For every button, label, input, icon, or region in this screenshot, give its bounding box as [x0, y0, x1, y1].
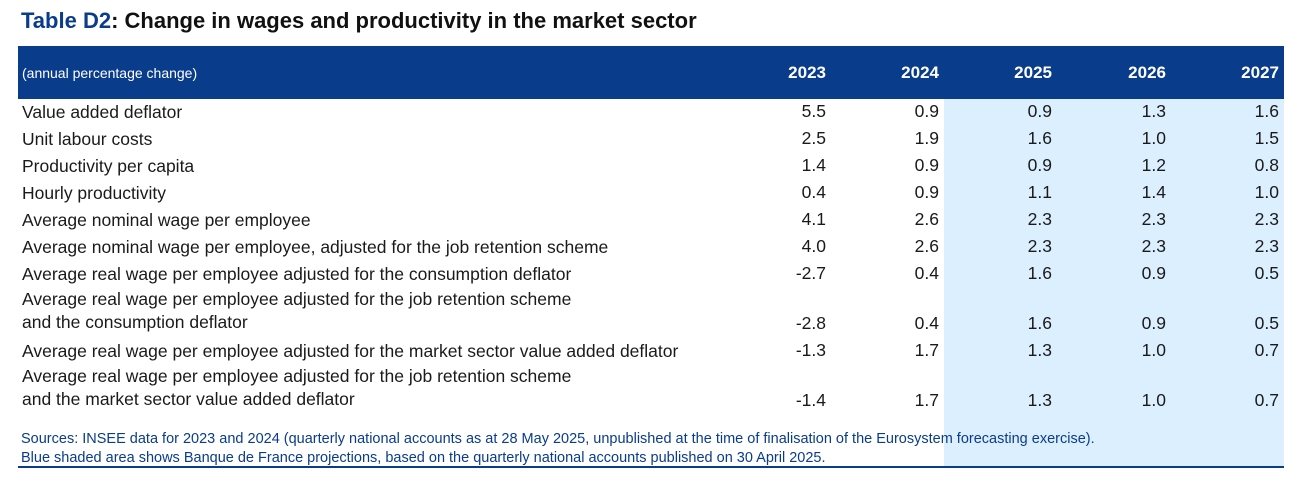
row-label-line: Average real wage per employee adjusted … [22, 289, 572, 309]
value-cell-2027: 0.7 [1254, 390, 1279, 410]
value-cell-2024: 2.6 [914, 209, 939, 229]
row-label-line: Average nominal wage per employee [22, 210, 311, 230]
value-cell-2027: 1.6 [1254, 101, 1279, 121]
row-label: Value added deflator [22, 101, 182, 124]
value-cell-2023: -2.8 [795, 313, 826, 333]
value-cell-2025: 1.6 [1027, 313, 1052, 333]
row-label-line: Average real wage per employee adjusted … [22, 264, 572, 284]
row-label-line: Productivity per capita [22, 156, 195, 176]
table-row: Average nominal wage per employee, adjus… [18, 234, 1284, 261]
value-cell-2024: 1.7 [914, 390, 939, 410]
sources-note: Sources: INSEE data for 2023 and 2024 (q… [21, 430, 1095, 468]
value-cell-2026: 2.3 [1141, 236, 1166, 256]
value-cell-2025: 2.3 [1027, 209, 1052, 229]
table-code: Table D2 [21, 8, 112, 33]
value-cell-2024: 2.6 [914, 236, 939, 256]
year-header-3: 2026 [1128, 63, 1166, 82]
value-cell-2026: 1.2 [1141, 155, 1166, 175]
unit-label: (annual percentage change) [22, 65, 198, 81]
row-label-line: and the consumption deflator [22, 312, 248, 332]
row-label-line: and the market sector value added deflat… [22, 389, 355, 409]
value-cell-2023: 1.4 [801, 155, 826, 175]
table-row: Average real wage per employee adjusted … [18, 338, 1284, 365]
row-label-line: Average real wage per employee adjusted … [22, 366, 572, 386]
value-cell-2027: 1.0 [1254, 182, 1279, 202]
value-cell-2023: 4.1 [801, 209, 826, 229]
table-bottom-rule [18, 466, 1284, 468]
year-header-4: 2027 [1241, 63, 1279, 82]
value-cell-2024: 0.9 [914, 182, 939, 202]
sources-line-2: Blue shaded area shows Banque de France … [21, 450, 826, 466]
value-cell-2027: 0.5 [1254, 263, 1279, 283]
row-label-line: Average nominal wage per employee, adjus… [22, 237, 609, 257]
value-cell-2024: 0.4 [914, 263, 939, 283]
table-title: Table D2: Change in wages and productivi… [21, 8, 697, 34]
value-cell-2024: 0.4 [914, 313, 939, 333]
value-cell-2026: 1.0 [1141, 390, 1166, 410]
value-cell-2023: -2.7 [795, 263, 826, 283]
value-cell-2024: 0.9 [914, 101, 939, 121]
row-label: Unit labour costs [22, 128, 152, 151]
row-label-line: Average real wage per employee adjusted … [22, 341, 679, 361]
row-label-line: Unit labour costs [22, 129, 153, 149]
value-cell-2023: 5.5 [801, 101, 826, 121]
projection-shaded-area [944, 99, 1284, 466]
table-row: Value added deflator 5.5 0.9 0.9 1.3 1.6 [18, 99, 1284, 126]
row-label: Average nominal wage per employee [22, 209, 311, 232]
value-cell-2027: 0.8 [1254, 155, 1279, 175]
value-cell-2025: 1.3 [1027, 340, 1052, 360]
table-row: Average real wage per employee adjusted … [18, 365, 1284, 415]
year-header-0: 2023 [788, 63, 826, 82]
value-cell-2027: 0.7 [1254, 340, 1279, 360]
value-cell-2026: 0.9 [1141, 313, 1166, 333]
table-row: Average real wage per employee adjusted … [18, 288, 1284, 338]
value-cell-2025: 1.6 [1027, 263, 1052, 283]
value-cell-2024: 1.9 [914, 128, 939, 148]
value-cell-2023: -1.4 [795, 390, 826, 410]
row-label: Average nominal wage per employee, adjus… [22, 236, 608, 259]
value-cell-2025: 0.9 [1027, 155, 1052, 175]
value-cell-2025: 1.1 [1027, 182, 1052, 202]
value-cell-2026: 1.0 [1141, 340, 1166, 360]
data-table: (annual percentage change) 2023 2024 2025 2… [18, 46, 1284, 468]
value-cell-2026: 1.0 [1141, 128, 1166, 148]
value-cell-2026: 1.3 [1141, 101, 1166, 121]
row-label-line: Value added deflator [22, 102, 183, 122]
value-cell-2026: 1.4 [1141, 182, 1166, 202]
row-label: Average real wage per employee adjusted … [22, 288, 571, 334]
table-header: (annual percentage change) 2023 2024 2025 2… [18, 46, 1284, 99]
table-body: Value added deflator 5.5 0.9 0.9 1.3 1.6 Unit … [18, 99, 1284, 415]
value-cell-2027: 2.3 [1254, 209, 1279, 229]
sources-line-1: Sources: INSEE data for 2023 and 2024 (q… [21, 431, 1095, 447]
value-cell-2025: 1.3 [1027, 390, 1052, 410]
value-cell-2027: 1.5 [1254, 128, 1279, 148]
value-cell-2023: 0.4 [801, 182, 826, 202]
value-cell-2024: 0.9 [914, 155, 939, 175]
year-header-2: 2025 [1014, 63, 1052, 82]
table-row: Average nominal wage per employee 4.1 2.6 2… [18, 207, 1284, 234]
row-label: Average real wage per employee adjusted … [22, 263, 571, 286]
value-cell-2025: 1.6 [1027, 128, 1052, 148]
value-cell-2023: -1.3 [795, 340, 826, 360]
row-label: Average real wage per employee adjusted … [22, 340, 678, 363]
table-title-text: : Change in wages and productivity in th… [111, 8, 697, 33]
year-header-1: 2024 [901, 63, 939, 82]
value-cell-2026: 0.9 [1141, 263, 1166, 283]
value-cell-2025: 0.9 [1027, 101, 1052, 121]
table-row: Productivity per capita 1.4 0.9 0.9 1.2 0.8 [18, 153, 1284, 180]
value-cell-2025: 2.3 [1027, 236, 1052, 256]
value-cell-2024: 1.7 [914, 340, 939, 360]
value-cell-2027: 0.5 [1254, 313, 1279, 333]
value-cell-2023: 4.0 [801, 236, 826, 256]
table-row: Unit labour costs 2.5 1.9 1.6 1.0 1.5 [18, 126, 1284, 153]
value-cell-2023: 2.5 [801, 128, 826, 148]
value-cell-2027: 2.3 [1254, 236, 1279, 256]
row-label: Average real wage per employee adjusted … [22, 365, 571, 411]
table-row: Average real wage per employee adjusted … [18, 261, 1284, 288]
value-cell-2026: 2.3 [1141, 209, 1166, 229]
table-row: Hourly productivity 0.4 0.9 1.1 1.4 1.0 [18, 180, 1284, 207]
row-label: Hourly productivity [22, 182, 166, 205]
row-label: Productivity per capita [22, 155, 194, 178]
row-label-line: Hourly productivity [22, 183, 166, 203]
